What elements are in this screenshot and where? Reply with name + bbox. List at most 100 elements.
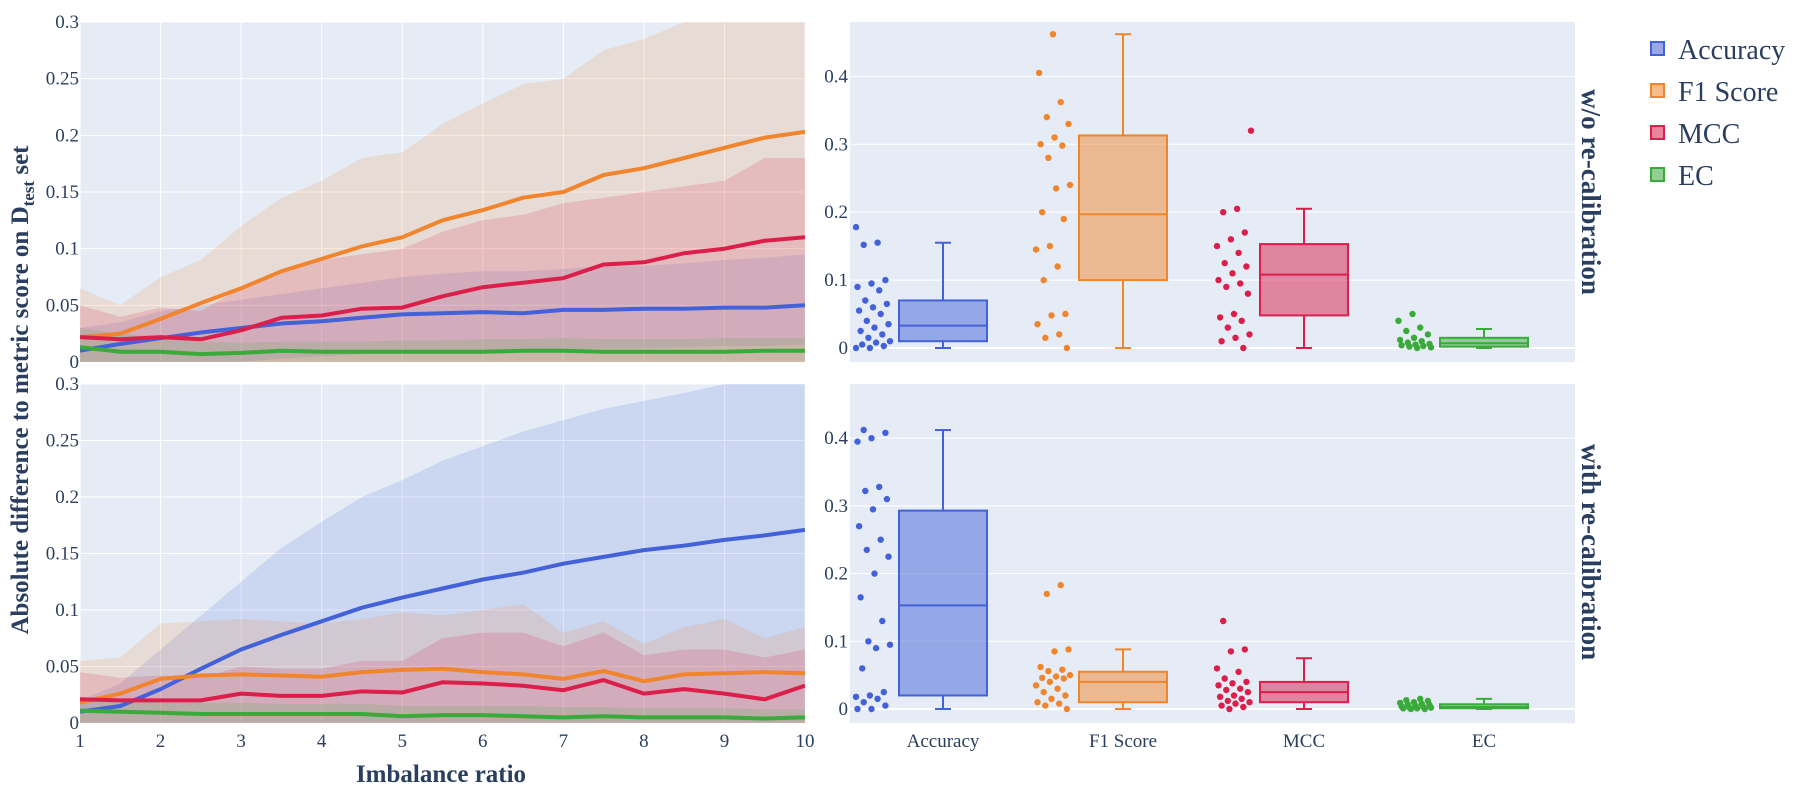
box-point — [882, 276, 889, 284]
box-category-label: Accuracy — [907, 731, 980, 752]
box-point — [1056, 700, 1063, 707]
box-point — [882, 429, 889, 436]
box-point — [1046, 242, 1054, 250]
gridlines — [79, 21, 1575, 724]
box-point — [868, 705, 875, 713]
box-point — [877, 310, 884, 318]
box-point — [862, 487, 869, 495]
x-tick-label: 4 — [317, 731, 327, 752]
legend-swatch — [1650, 83, 1665, 98]
box-point — [1241, 646, 1249, 653]
box-point — [880, 688, 887, 696]
box-point — [1229, 270, 1236, 277]
box-point — [872, 339, 880, 346]
tick-labels: 00.050.10.150.20.250.300.10.20.30.400.05… — [46, 12, 1496, 752]
box-point — [1409, 310, 1416, 318]
box-point — [1398, 342, 1405, 349]
box-iqr — [1078, 670, 1168, 704]
box-point — [1066, 671, 1074, 679]
row-label-top: w/o re-calibration — [1576, 89, 1606, 295]
box-point — [1226, 705, 1233, 713]
box-point — [1048, 312, 1055, 319]
x-tick-label: 10 — [796, 731, 815, 752]
box-point — [1035, 69, 1043, 77]
box-point — [1213, 242, 1221, 250]
line-y-tick-label: 0.25 — [46, 69, 79, 90]
box-point — [1059, 142, 1066, 149]
box-point — [1043, 113, 1051, 121]
box-point — [1396, 336, 1404, 344]
y-axis-title-main: Absolute difference to metric score on D — [7, 206, 34, 634]
box-ec — [1395, 310, 1529, 352]
box-point — [1213, 665, 1221, 672]
box-point — [1032, 246, 1040, 253]
line-y-tick-label: 0.1 — [55, 239, 79, 260]
box-point — [1066, 181, 1074, 189]
box-y-tick-label: 0.2 — [824, 202, 848, 223]
legend: Accuracy F1 Score MCC EC — [1650, 35, 1785, 192]
line-accuracy — [80, 303, 805, 353]
line-f1-score — [80, 129, 805, 340]
box-point — [852, 693, 860, 700]
line-accuracy — [80, 527, 805, 714]
box-point — [860, 699, 867, 706]
box-point — [1427, 344, 1435, 351]
box-point — [1051, 134, 1058, 141]
box-point — [1048, 695, 1055, 702]
box-point — [1400, 705, 1407, 712]
box-point — [885, 321, 892, 328]
legend-label: MCC — [1678, 119, 1740, 150]
x-tick-label: 6 — [478, 731, 488, 752]
legend-item-mcc: MCC — [1650, 119, 1740, 150]
row-label-bottom: with re-calibration — [1576, 444, 1606, 660]
box-point — [1032, 682, 1040, 689]
box-point — [1413, 705, 1421, 712]
y-axis-title-suffix: set — [7, 145, 34, 181]
box-point — [1218, 702, 1225, 709]
x-axis-title: Imbalance ratio — [356, 761, 526, 788]
box-point — [1215, 682, 1222, 689]
box-point — [860, 426, 867, 434]
line-mcc — [80, 678, 805, 703]
box-point — [868, 280, 875, 287]
box-point — [868, 435, 875, 442]
band-f1-score — [80, 22, 805, 362]
box-point — [871, 570, 878, 577]
box-point — [1037, 663, 1044, 671]
box-point — [1427, 704, 1435, 711]
box-point — [1227, 236, 1235, 243]
box-point — [1057, 581, 1064, 589]
box-iqr — [1259, 243, 1349, 317]
box-point — [859, 341, 866, 348]
line-y-tick-label: 0.3 — [55, 374, 79, 395]
box-point — [1227, 648, 1235, 655]
box-accuracy — [852, 223, 988, 352]
box-point — [1244, 290, 1252, 297]
box-point — [1247, 127, 1255, 134]
box-plots — [852, 31, 1529, 713]
box-point — [1065, 646, 1072, 653]
box-point — [1215, 276, 1222, 284]
box-point — [1235, 249, 1242, 257]
legend-label: Accuracy — [1678, 35, 1785, 66]
box-y-tick-label: 0.4 — [824, 428, 848, 449]
x-tick-label: 1 — [75, 731, 85, 752]
box-point — [865, 638, 872, 645]
legend-label: EC — [1678, 161, 1714, 192]
box-point — [1232, 700, 1239, 707]
band-accuracy — [80, 384, 805, 723]
box-category-label: MCC — [1283, 731, 1325, 752]
box-point — [1034, 321, 1041, 328]
box-point — [855, 307, 863, 314]
box-iqr — [898, 299, 988, 343]
box-point — [1221, 259, 1228, 267]
box-point — [1417, 324, 1424, 331]
box-point — [1246, 699, 1253, 706]
box-f1-score — [1032, 31, 1168, 352]
box-point — [871, 324, 878, 331]
box-point — [1065, 120, 1072, 128]
legend-item-f1-score: F1 Score — [1650, 77, 1778, 108]
x-tick-label: 9 — [720, 731, 730, 752]
box-ec — [1396, 695, 1529, 713]
box-point — [1052, 673, 1060, 680]
